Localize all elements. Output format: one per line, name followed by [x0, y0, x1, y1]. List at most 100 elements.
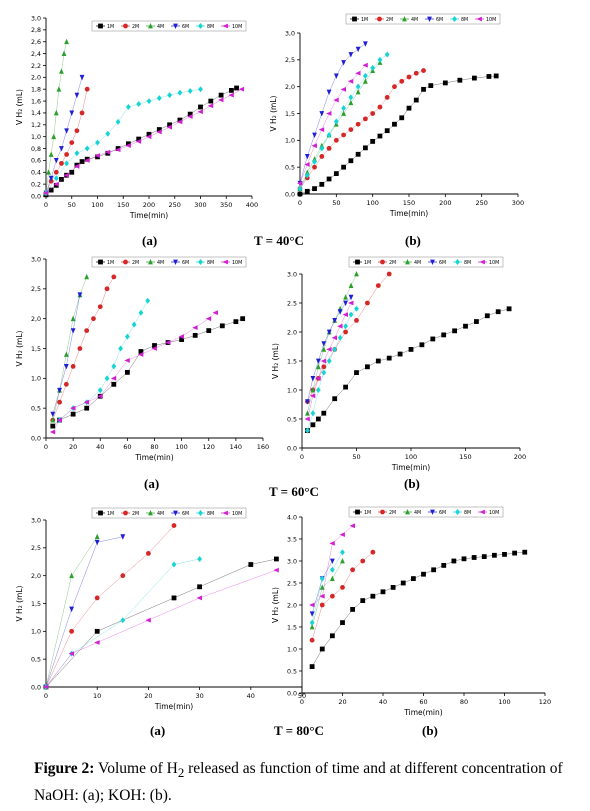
data-point — [310, 376, 316, 382]
data-point — [400, 580, 406, 586]
series-line — [307, 308, 510, 431]
series-line — [45, 536, 123, 688]
data-point — [63, 364, 69, 370]
panel-label-80a: (a) — [150, 723, 166, 738]
data-point — [192, 332, 198, 338]
x-axis-title: Time(min) — [403, 708, 442, 717]
legend-label: 6M — [439, 510, 446, 516]
data-point — [137, 352, 144, 357]
data-point — [421, 68, 426, 73]
x-tick-label: 20 — [338, 698, 346, 706]
data-point — [399, 115, 405, 121]
data-point — [343, 323, 348, 330]
y-tick-label: 0,0 — [31, 435, 41, 442]
legend-label: 8M — [464, 510, 471, 516]
data-point — [59, 160, 64, 166]
y-tick-label: 1,5 — [31, 601, 41, 608]
series-8M — [305, 305, 359, 434]
x-tick-label: 100 — [405, 453, 417, 461]
data-point — [392, 121, 397, 127]
y-tick-label: 2.0 — [287, 602, 297, 609]
data-point — [208, 98, 214, 104]
x-tick-label: 50 — [332, 199, 340, 207]
chart-c60b: 0 50 100 150 200 0.0 0.5 1.0 1.5 2.0 2.5 3.0 Time(mi… — [271, 256, 526, 472]
legend-label: 2M — [389, 260, 396, 266]
x-tick-label: 30 — [195, 692, 203, 700]
data-point — [84, 86, 90, 92]
data-point — [57, 399, 62, 405]
data-point — [218, 97, 224, 103]
data-point — [333, 171, 339, 177]
data-point — [340, 86, 346, 92]
legend-box — [345, 13, 501, 25]
legend-marker — [479, 259, 485, 265]
data-point — [69, 572, 74, 579]
x-tick-label: 150 — [117, 201, 129, 209]
data-point — [77, 346, 83, 351]
data-point — [506, 306, 512, 312]
data-point — [319, 145, 325, 152]
data-point — [69, 628, 74, 634]
legend-marker — [380, 509, 385, 515]
data-point — [348, 300, 354, 306]
temperature-label-80: T = 80°C — [274, 723, 324, 738]
data-point — [484, 313, 490, 319]
panel-label-60a: (a) — [144, 476, 160, 491]
data-point — [362, 62, 368, 68]
y-tick-label: 0,8 — [31, 146, 41, 153]
data-point — [84, 273, 90, 280]
data-point — [363, 72, 368, 79]
data-point — [111, 363, 117, 370]
legend-label: 10M — [232, 260, 242, 266]
legend-marker — [476, 16, 482, 22]
data-point — [115, 118, 121, 125]
caption-text-b: released as function of time and at diff… — [34, 760, 563, 805]
y-tick-label: 3.5 — [287, 536, 297, 543]
y-tick-label: 2,2 — [31, 63, 41, 70]
data-point — [315, 387, 321, 393]
data-point — [120, 617, 126, 624]
data-point — [326, 358, 332, 364]
legend-marker — [222, 259, 228, 265]
data-point — [94, 153, 100, 159]
data-point — [53, 181, 59, 187]
data-point — [135, 139, 142, 144]
data-point — [50, 423, 56, 429]
data-point — [343, 300, 348, 306]
y-tick-label: 2,0 — [285, 84, 295, 91]
y-axis-title: V H₂ (mL) — [271, 343, 280, 379]
y-tick-label: 0.0 — [287, 445, 297, 452]
series-line — [45, 88, 201, 194]
data-point — [428, 83, 434, 88]
data-point — [145, 617, 151, 623]
series-line — [299, 65, 366, 184]
data-point — [171, 561, 177, 568]
x-axis-title: Time(min) — [389, 209, 428, 218]
data-point — [64, 38, 69, 45]
data-point — [340, 620, 345, 625]
y-axis-title: V H₂ (mL) — [269, 95, 278, 131]
data-point — [397, 351, 403, 357]
series-line — [45, 558, 277, 688]
data-point — [392, 84, 397, 90]
data-point — [355, 121, 361, 127]
series-4M — [297, 59, 383, 192]
panel-label-80b: (b) — [422, 723, 438, 738]
data-point — [461, 556, 467, 562]
data-point — [370, 549, 376, 555]
legend-marker — [352, 16, 357, 22]
data-point — [205, 316, 212, 322]
legend-label: 6M — [182, 260, 189, 266]
x-tick-label: 150 — [403, 199, 415, 207]
chart-c80a: 0 10 20 30 40 500,00,51,01,52,02,53,0Time(min… — [15, 507, 306, 711]
data-point — [240, 316, 246, 322]
data-point — [321, 369, 327, 376]
data-point — [471, 555, 477, 560]
data-point — [355, 46, 361, 53]
data-point — [274, 556, 279, 562]
data-point — [111, 274, 117, 280]
data-point — [431, 567, 437, 573]
data-point — [522, 549, 528, 555]
series-4M — [43, 38, 69, 196]
data-point — [146, 134, 152, 140]
